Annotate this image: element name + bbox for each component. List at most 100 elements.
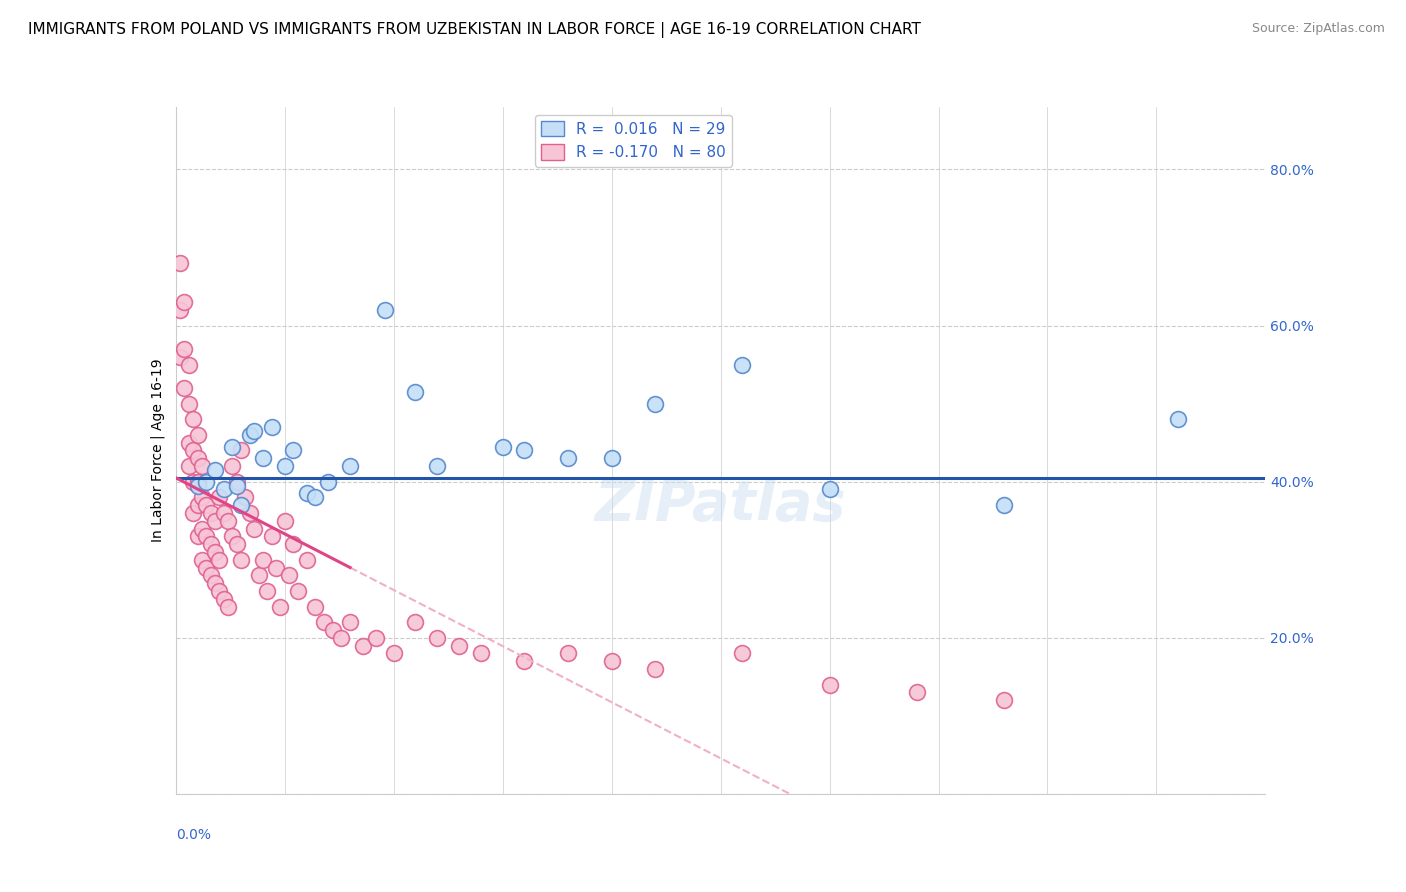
Point xyxy=(278,568,301,582)
Point xyxy=(304,599,326,614)
Point xyxy=(225,478,247,492)
Point xyxy=(217,599,239,614)
Point xyxy=(339,615,361,630)
Point xyxy=(212,483,235,497)
Point xyxy=(177,435,200,450)
Text: Source: ZipAtlas.com: Source: ZipAtlas.com xyxy=(1251,22,1385,36)
Point xyxy=(195,529,218,543)
Point xyxy=(993,498,1015,512)
Point xyxy=(212,591,235,606)
Point xyxy=(221,458,243,473)
Point xyxy=(993,693,1015,707)
Point xyxy=(330,631,353,645)
Point xyxy=(169,302,191,317)
Point xyxy=(1167,412,1189,426)
Point xyxy=(208,490,231,504)
Point xyxy=(177,396,200,410)
Text: IMMIGRANTS FROM POLAND VS IMMIGRANTS FROM UZBEKISTAN IN LABOR FORCE | AGE 16-19 : IMMIGRANTS FROM POLAND VS IMMIGRANTS FRO… xyxy=(28,22,921,38)
Text: 0.0%: 0.0% xyxy=(176,828,211,842)
Point xyxy=(208,552,231,567)
Point xyxy=(252,451,274,466)
Y-axis label: In Labor Force | Age 16-19: In Labor Force | Age 16-19 xyxy=(150,359,165,542)
Point xyxy=(212,506,235,520)
Point xyxy=(304,490,326,504)
Point xyxy=(405,384,427,399)
Point xyxy=(186,427,209,442)
Point xyxy=(177,458,200,473)
Point xyxy=(339,458,361,473)
Point xyxy=(731,646,754,660)
Point xyxy=(204,463,226,477)
Point xyxy=(181,506,204,520)
Point xyxy=(260,420,283,434)
Point xyxy=(191,552,214,567)
Point xyxy=(283,443,305,458)
Point xyxy=(239,427,262,442)
Point xyxy=(231,552,253,567)
Point xyxy=(366,631,388,645)
Point xyxy=(269,599,291,614)
Point xyxy=(492,440,515,454)
Point xyxy=(731,358,754,372)
Point xyxy=(557,646,579,660)
Point xyxy=(644,662,666,676)
Point xyxy=(195,560,218,574)
Point xyxy=(200,568,222,582)
Point xyxy=(195,475,218,489)
Point xyxy=(905,685,928,699)
Point xyxy=(426,458,449,473)
Point xyxy=(177,358,200,372)
Point xyxy=(274,514,297,528)
Point xyxy=(274,458,297,473)
Point xyxy=(186,475,209,489)
Point xyxy=(644,396,666,410)
Point xyxy=(204,545,226,559)
Point xyxy=(200,537,222,551)
Point xyxy=(312,615,335,630)
Point xyxy=(181,443,204,458)
Point xyxy=(252,552,274,567)
Point xyxy=(204,514,226,528)
Point xyxy=(191,458,214,473)
Point xyxy=(231,498,253,512)
Point xyxy=(204,576,226,591)
Point xyxy=(235,490,257,504)
Point xyxy=(173,381,195,395)
Point xyxy=(256,583,278,598)
Point xyxy=(217,514,239,528)
Point xyxy=(818,678,841,692)
Point xyxy=(181,412,204,426)
Point xyxy=(405,615,427,630)
Point xyxy=(322,623,344,637)
Point xyxy=(225,537,247,551)
Point xyxy=(600,654,623,668)
Point xyxy=(186,498,209,512)
Point xyxy=(243,424,266,438)
Point xyxy=(513,654,536,668)
Point xyxy=(352,639,374,653)
Point xyxy=(382,646,405,660)
Text: ZIPatlas: ZIPatlas xyxy=(595,478,846,533)
Point xyxy=(221,529,243,543)
Point xyxy=(264,560,287,574)
Point xyxy=(169,256,191,270)
Point xyxy=(447,639,470,653)
Point xyxy=(169,350,191,364)
Point xyxy=(225,475,247,489)
Point xyxy=(283,537,305,551)
Point xyxy=(239,506,262,520)
Point xyxy=(231,443,253,458)
Point xyxy=(186,529,209,543)
Point xyxy=(221,440,243,454)
Point xyxy=(186,478,209,492)
Point xyxy=(600,451,623,466)
Point xyxy=(173,295,195,310)
Point xyxy=(287,583,309,598)
Point xyxy=(200,506,222,520)
Point xyxy=(191,521,214,535)
Point xyxy=(318,475,340,489)
Point xyxy=(195,498,218,512)
Point xyxy=(557,451,579,466)
Legend: R =  0.016   N = 29, R = -0.170   N = 80: R = 0.016 N = 29, R = -0.170 N = 80 xyxy=(534,115,733,167)
Point xyxy=(208,583,231,598)
